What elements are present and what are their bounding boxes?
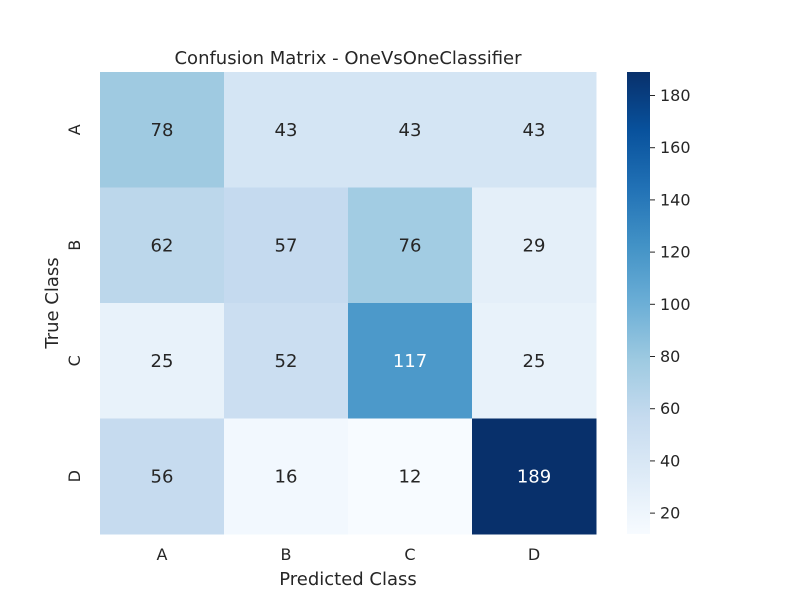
- heatmap-cell-value: 25: [523, 351, 546, 372]
- colorbar-tick-label: 100: [660, 295, 691, 314]
- heatmap-cell: [224, 418, 349, 535]
- colorbar-tick-label: 40: [660, 451, 680, 470]
- heatmap-cell-value: 43: [399, 120, 422, 141]
- x-axis-ticks: A B C D: [157, 545, 541, 564]
- colorbar-tick-label: 20: [660, 504, 680, 523]
- heatmap-cell-value: 29: [523, 235, 546, 256]
- chart-title: Confusion Matrix - OneVsOneClassifier: [174, 48, 522, 69]
- heatmap-cell-value: 16: [275, 466, 298, 487]
- heatmap-cell: [100, 418, 225, 535]
- y-tick-label: D: [65, 470, 84, 482]
- colorbar: [627, 72, 650, 534]
- heatmap-cell-value: 43: [523, 120, 546, 141]
- heatmap-cell-value: 78: [151, 120, 174, 141]
- colorbar-tick-label: 80: [660, 347, 680, 366]
- heatmap-cell: [348, 418, 473, 535]
- colorbar-ticks: 20 40 60 80 100 120 140 160 180: [650, 86, 691, 523]
- colorbar-tick-label: 140: [660, 190, 691, 209]
- heatmap-cell-value: 76: [399, 235, 422, 256]
- heatmap-cell-value: 12: [399, 466, 422, 487]
- heatmap-cell: [224, 187, 349, 304]
- heatmap-cells: [100, 72, 597, 535]
- colorbar-tick-label: 120: [660, 243, 691, 262]
- heatmap-cell: [224, 72, 349, 188]
- heatmap-cell: [348, 72, 473, 188]
- heatmap-cell: [100, 72, 225, 188]
- heatmap-cell-value: 57: [275, 235, 298, 256]
- heatmap-cell: [472, 72, 597, 188]
- y-axis-ticks: A B C D: [65, 124, 84, 482]
- x-tick-label: D: [528, 545, 540, 564]
- y-tick-label: B: [65, 240, 84, 251]
- y-tick-label: C: [65, 355, 84, 366]
- heatmap-cell: [472, 187, 597, 304]
- y-tick-label: A: [65, 124, 84, 135]
- heatmap-cell-value: 25: [151, 351, 174, 372]
- heatmap-cell-value: 117: [393, 351, 427, 372]
- heatmap-cell: [224, 303, 349, 419]
- heatmap-cell-value: 43: [275, 120, 298, 141]
- colorbar-tick-label: 180: [660, 86, 691, 105]
- heatmap-cell: [472, 418, 597, 535]
- x-axis-label: Predicted Class: [279, 569, 417, 590]
- colorbar-tick-label: 160: [660, 138, 691, 157]
- heatmap-cell-labels: 78 43 43 43 62 57 76 29 25 52 117 25 56 16 12 189: [151, 120, 552, 488]
- heatmap-cell-value: 62: [151, 235, 174, 256]
- heatmap-cell-value: 56: [151, 466, 174, 487]
- heatmap-cell: [100, 303, 225, 419]
- heatmap-cell: [472, 303, 597, 419]
- heatmap-cell-value: 52: [275, 351, 298, 372]
- heatmap-cell: [100, 187, 225, 304]
- x-tick-label: B: [281, 545, 292, 564]
- x-tick-label: C: [404, 545, 415, 564]
- heatmap-cell: [348, 303, 473, 419]
- colorbar-tick-label: 60: [660, 399, 680, 418]
- heatmap-cell: [348, 187, 473, 304]
- heatmap-cell-value: 189: [517, 466, 551, 487]
- y-axis-label: True Class: [42, 257, 63, 349]
- x-tick-label: A: [157, 545, 168, 564]
